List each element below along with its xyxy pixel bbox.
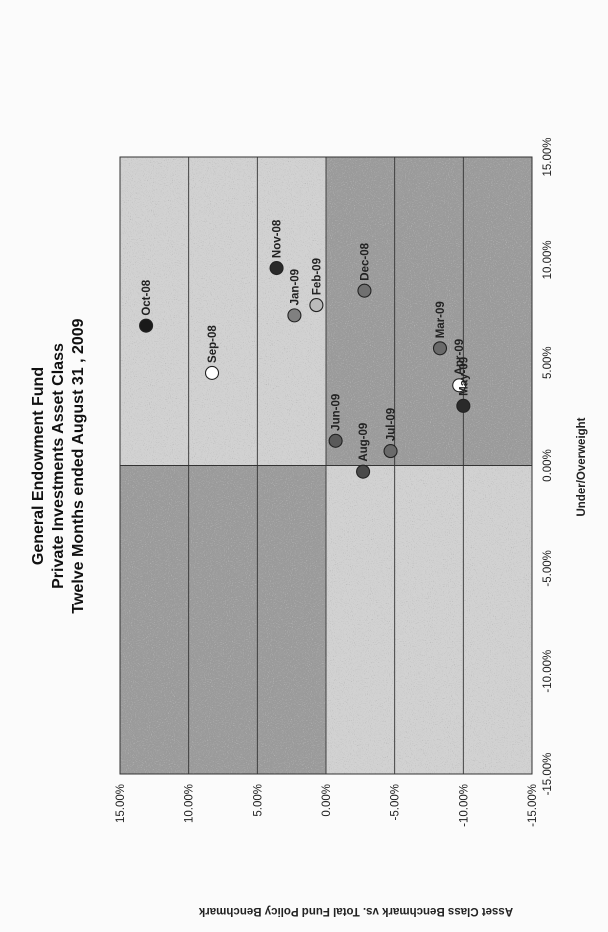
y-tick-label: -5.00%: [390, 784, 402, 820]
data-point: [356, 464, 371, 479]
x-tick-label: 10.00%: [542, 240, 554, 279]
data-point: [269, 261, 284, 276]
chart-subtitle-period: Twelve Months ended August 31 , 2009: [70, 318, 87, 613]
y-tick-label: -10.00%: [458, 784, 470, 827]
y-axis-title: Asset Class Benchmark vs. Total Fund Pol…: [198, 905, 513, 917]
data-point: [309, 298, 324, 313]
x-tick-label: 15.00%: [542, 137, 554, 176]
data-point: [383, 444, 398, 459]
x-axis-title: Under/Overweight: [576, 417, 588, 516]
x-tick-label: -5.00%: [542, 550, 554, 586]
data-point: [204, 365, 220, 381]
x-tick-label: 5.00%: [542, 346, 554, 379]
quadrant-top-right-texture: [120, 157, 326, 466]
quadrant-bottom-right-texture: [326, 157, 532, 466]
data-point: [452, 378, 467, 393]
y-tick-label: 15.00%: [115, 784, 127, 823]
data-point: [432, 341, 448, 356]
data-point: [139, 318, 154, 333]
x-tick-label: -15.00%: [542, 753, 554, 796]
point-label: May-09: [458, 357, 470, 396]
point-label: Dec-08: [359, 242, 371, 280]
y-tick-label: -15.00%: [527, 784, 539, 827]
point-label: Aug-09: [358, 423, 370, 462]
y-tick-label: 0.00%: [321, 784, 333, 817]
point-label: Nov-08: [272, 219, 284, 258]
point-label: Jul-09: [386, 408, 398, 441]
chart-subtitle: Private Investments Asset Class: [50, 343, 67, 589]
plot-border: [119, 156, 533, 775]
x-tick-label: -10.00%: [542, 650, 554, 693]
point-label: Jan-09: [289, 269, 301, 305]
quadrant-top-left-texture: [120, 465, 326, 774]
y-tick-label: 5.00%: [252, 784, 264, 817]
point-label: Mar-09: [435, 301, 447, 338]
data-point: [456, 398, 471, 413]
data-point: [287, 308, 302, 323]
point-label: Oct-08: [141, 279, 153, 315]
point-label: Sep-08: [207, 325, 219, 363]
point-label: Jun-09: [331, 394, 343, 431]
data-point: [328, 433, 343, 448]
chart-title: General Endowment Fund: [30, 367, 47, 565]
quadrant-bottom-left-texture: [326, 465, 532, 774]
data-point: [357, 283, 372, 298]
y-tick-label: 10.00%: [184, 784, 196, 823]
x-tick-label: 0.00%: [542, 449, 554, 482]
point-label: Apr-09: [454, 339, 466, 375]
point-label: Feb-09: [311, 258, 323, 295]
